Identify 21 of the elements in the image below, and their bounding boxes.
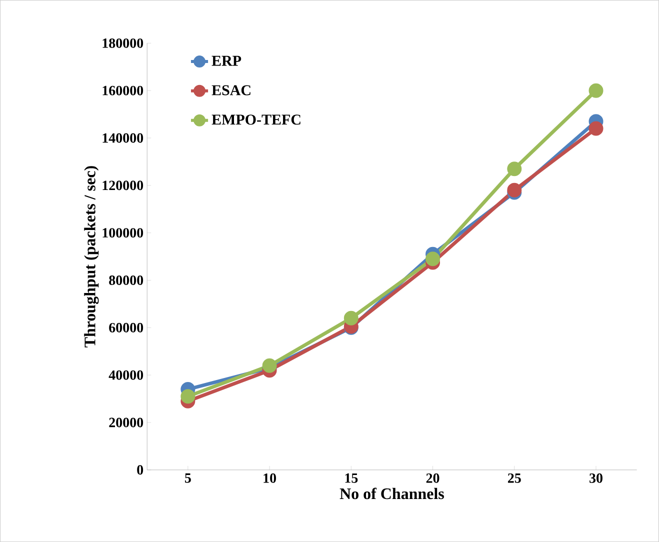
legend-label: EMPO-TEFC <box>212 114 300 125</box>
legend-label: ERP <box>212 56 242 66</box>
y-tick-label: 80000 <box>109 275 144 285</box>
y-tick-label: 40000 <box>108 370 144 380</box>
x-tick-label: 25 <box>508 473 521 483</box>
y-tick-label: 120000 <box>102 180 144 190</box>
y-tick-label: 160000 <box>102 86 144 96</box>
y-tick-label: 140000 <box>102 133 144 143</box>
x-tick-label: 5 <box>184 473 191 483</box>
y-tick-label: 100000 <box>102 228 144 238</box>
x-tick-label: 30 <box>590 473 602 483</box>
x-axis-title: No of Channels <box>340 488 444 500</box>
y-tick-label: 0 <box>137 465 144 475</box>
x-tick-label: 10 <box>264 473 276 483</box>
x-tick-label: 15 <box>345 473 358 483</box>
y-tick-label: 60000 <box>109 322 144 332</box>
y-tick-label: 20000 <box>109 418 144 428</box>
y-axis-title: Throughput (packets / sec) <box>84 166 99 348</box>
legend-label: ESAC <box>212 85 250 96</box>
x-tick-label: 20 <box>426 473 440 483</box>
y-tick-label: 180000 <box>102 38 144 48</box>
